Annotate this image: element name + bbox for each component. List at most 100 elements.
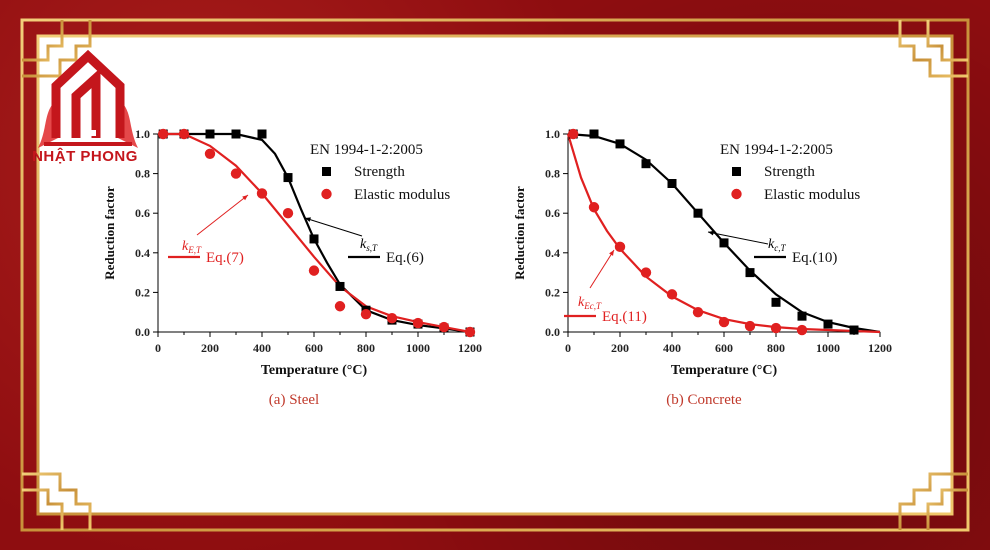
corner-ornament-top-right — [898, 20, 968, 78]
legend-item-strength: Strength — [764, 164, 815, 180]
data-point-elastic — [334, 301, 346, 312]
data-point-strength — [823, 319, 833, 329]
x-tick-label: 800 — [767, 341, 785, 355]
fit-curve-elastic — [566, 133, 881, 334]
data-point-elastic — [718, 316, 730, 328]
annotation-k-label: kEc,T — [578, 295, 602, 311]
chart-concrete: 0 200 400 600 800 1000 1200 0.0 0.2 0.4 0.6 0.8 1.0 T… — [512, 127, 892, 408]
x-axis-label: Temperature (°C) — [671, 363, 778, 378]
legend-title: EN 1994-1-2:2005 — [310, 142, 423, 158]
fit-curve-strength — [567, 132, 881, 334]
legend-item-elastic: Elastic modulus — [764, 187, 860, 203]
legend-item-strength: Strength — [354, 164, 405, 180]
data-point-strength — [667, 179, 677, 188]
chart-caption: (b) Concrete — [666, 392, 742, 408]
fit-curve-strength — [158, 132, 471, 334]
x-tick-label: 800 — [357, 341, 375, 355]
x-axis-label: Temperature (°C) — [261, 363, 368, 378]
x-tick-label: 400 — [663, 341, 681, 355]
x-tick-label: 0 — [155, 341, 161, 355]
y-tick-label: 0.2 — [545, 285, 560, 299]
data-point-elastic — [640, 267, 652, 278]
x-tick-label: 1000 — [406, 341, 430, 355]
data-point-strength — [615, 139, 625, 149]
data-point-elastic — [770, 322, 782, 334]
data-point-strength — [309, 234, 319, 244]
data-point-elastic — [614, 241, 626, 253]
data-point-strength — [849, 325, 859, 335]
data-point-elastic — [360, 308, 372, 320]
data-point-elastic — [204, 148, 216, 159]
data-point-elastic — [230, 168, 242, 179]
data-point-elastic — [158, 128, 169, 140]
legend-marker-strength — [322, 167, 331, 176]
corner-ornament-bottom-right — [898, 472, 968, 530]
data-point-strength — [589, 129, 599, 139]
y-tick-label: 0.6 — [135, 206, 150, 220]
y-tick-label: 0.8 — [135, 167, 150, 181]
x-tick-label: 1000 — [816, 341, 840, 355]
data-point-elastic — [282, 208, 294, 219]
data-point-elastic — [438, 321, 450, 333]
annotation-arrowhead — [242, 195, 248, 201]
x-tick-label: 600 — [305, 341, 323, 355]
data-point-strength — [641, 159, 651, 169]
annotation-k-label: kE,T — [182, 239, 202, 255]
data-point-strength — [231, 129, 241, 139]
data-point-elastic — [796, 324, 808, 336]
brand-name: NHẬT PHONG — [32, 148, 138, 165]
data-point-strength — [745, 268, 755, 278]
corner-ornament-top-left — [22, 20, 92, 78]
annotation-eq-label: Eq.(7) — [206, 250, 244, 266]
x-tick-label: 1200 — [458, 341, 482, 355]
data-point-elastic — [568, 128, 579, 140]
legend-item-elastic: Elastic modulus — [354, 187, 450, 203]
y-axis-label: Reduction factor — [102, 186, 117, 280]
plot-area-concrete: 0 200 400 600 800 1000 1200 0.0 0.2 0.4 0.6 0.8 1.0 T… — [512, 127, 892, 408]
legend-marker-strength — [732, 167, 741, 176]
y-tick-label: 0.0 — [545, 325, 560, 339]
y-tick-label: 1.0 — [135, 127, 150, 141]
data-point-elastic — [464, 326, 476, 338]
y-tick-label: 0.4 — [545, 246, 560, 260]
y-axis-label: Reduction factor — [512, 186, 527, 280]
chart-steel: 0 200 400 600 800 1000 1200 0.0 0.2 0.4 0.6 0.8 1.0 T… — [102, 127, 482, 408]
y-tick-label: 0.4 — [135, 246, 150, 260]
data-point-strength — [335, 281, 345, 291]
data-point-elastic — [588, 202, 600, 213]
data-point-strength — [797, 311, 807, 321]
data-point-elastic — [308, 265, 320, 276]
data-point-elastic — [666, 289, 678, 300]
data-point-elastic — [692, 307, 704, 318]
annotation-arrow — [707, 231, 769, 245]
annotation-arrow — [589, 249, 615, 289]
y-tick-label: 0.0 — [135, 325, 150, 339]
annotation-eq-label: Eq.(11) — [602, 309, 647, 325]
data-point-elastic — [412, 317, 424, 329]
legend-marker-elastic — [321, 188, 332, 200]
x-tick-label: 200 — [201, 341, 219, 355]
x-tick-label: 0 — [565, 341, 571, 355]
corner-ornament-bottom-left — [22, 472, 92, 530]
data-point-elastic — [386, 312, 398, 324]
data-point-strength — [283, 173, 293, 183]
legend-marker-elastic — [731, 188, 742, 200]
annotation-arrow — [304, 217, 363, 237]
y-tick-label: 0.8 — [545, 167, 560, 181]
annotation-arrow — [196, 194, 249, 236]
x-tick-label: 1200 — [868, 341, 892, 355]
data-point-strength — [693, 208, 703, 218]
data-point-strength — [719, 238, 729, 248]
annotation-k-label: kc,T — [768, 237, 786, 253]
plot-area-steel: 0 200 400 600 800 1000 1200 0.0 0.2 0.4 0.6 0.8 1.0 T… — [102, 127, 482, 408]
y-tick-label: 0.6 — [545, 206, 560, 220]
x-tick-label: 200 — [611, 341, 629, 355]
data-point-elastic — [256, 188, 268, 199]
data-point-strength — [205, 129, 215, 139]
fit-curve-elastic — [158, 132, 471, 334]
legend-title: EN 1994-1-2:2005 — [720, 142, 833, 158]
annotation-eq-label: Eq.(10) — [792, 250, 837, 266]
x-tick-label: 400 — [253, 341, 271, 355]
data-point-strength — [257, 129, 267, 139]
